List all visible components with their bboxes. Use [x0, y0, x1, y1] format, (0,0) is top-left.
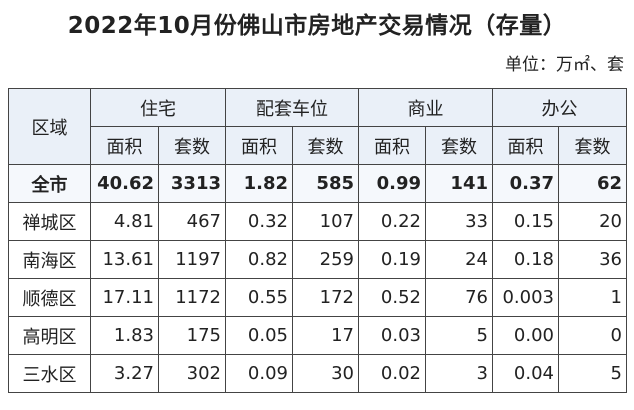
value-cell: 0.52	[358, 278, 426, 317]
value-cell: 585	[292, 164, 359, 203]
value-cell: 0.04	[492, 354, 559, 393]
header-row: 区域 住宅 配套车位 商业 办公	[8, 88, 627, 165]
value-cell: 24	[425, 240, 493, 279]
value-cell: 17.11	[90, 278, 159, 317]
value-cell: 0.55	[225, 278, 293, 317]
value-cell: 62	[558, 164, 627, 203]
value-cell: 17	[292, 316, 359, 355]
data-row: 禅城区 4.81 467 0.32 107 0.22 33 0.15 20	[8, 202, 627, 241]
value-cell: 107	[292, 202, 359, 241]
value-cell: 0.99	[358, 164, 426, 203]
value-cell: 0.05	[225, 316, 293, 355]
subheader-row: 面积 套数 面积 套数 面积 套数 面积 套数	[9, 126, 627, 165]
value-cell: 76	[425, 278, 493, 317]
group-header: 办公	[492, 88, 627, 127]
value-cell: 3	[425, 354, 493, 393]
value-cell: 1.82	[225, 164, 293, 203]
value-cell: 172	[292, 278, 359, 317]
unit: 单位：万㎡、套	[505, 55, 624, 75]
value-cell: 36	[558, 240, 627, 279]
value-cell: 5	[558, 354, 627, 393]
region-cell: 顺德区	[8, 278, 91, 317]
value-cell: 0.18	[492, 240, 559, 279]
value-cell: 40.62	[90, 164, 159, 203]
value-cell: 30	[292, 354, 359, 393]
region-cell: 全市	[8, 164, 91, 203]
value-cell: 5	[425, 316, 493, 355]
value-cell: 0.82	[225, 240, 293, 279]
value-cell: 141	[425, 164, 493, 203]
table-body: 区域 住宅 配套车位 商业 办公 面积 套数 面积 套数 面积 套数 面积 套数 全市 40.62 3313 1…	[8, 88, 627, 393]
value-cell: 0.32	[225, 202, 293, 241]
subheader: 套数	[558, 126, 627, 165]
value-cell: 0.19	[358, 240, 426, 279]
title: 2022年10月份佛山市房地产交易情况（存量）	[67, 13, 567, 39]
subheader: 面积	[358, 126, 426, 165]
value-cell: 0.15	[492, 202, 559, 241]
value-cell: 1	[558, 278, 627, 317]
value-cell: 1.83	[90, 316, 159, 355]
group-header: 住宅	[90, 88, 226, 127]
group-header: 商业	[358, 88, 493, 127]
group-header: 配套车位	[225, 88, 359, 127]
corner-cell: 区域	[8, 88, 91, 165]
region-cell: 南海区	[8, 240, 91, 279]
subheader: 面积	[492, 126, 559, 165]
subheader: 面积	[225, 126, 293, 165]
subheader: 套数	[292, 126, 359, 165]
data-row: 高明区 1.83 175 0.05 17 0.03 5 0.00 0	[8, 316, 627, 355]
subheader: 套数	[158, 126, 226, 165]
value-cell: 33	[425, 202, 493, 241]
data-row: 南海区 13.61 1197 0.82 259 0.19 24 0.18 36	[8, 240, 627, 279]
subheader: 套数	[425, 126, 493, 165]
value-cell: 259	[292, 240, 359, 279]
value-cell: 3.27	[90, 354, 159, 393]
value-cell: 467	[158, 202, 226, 241]
value-cell: 0.37	[492, 164, 559, 203]
value-cell: 302	[158, 354, 226, 393]
region-cell: 三水区	[8, 354, 91, 393]
data-row: 三水区 3.27 302 0.09 30 0.02 3 0.04 5	[8, 354, 627, 393]
value-cell: 3313	[158, 164, 226, 203]
region-cell: 禅城区	[8, 202, 91, 241]
value-cell: 13.61	[90, 240, 159, 279]
value-cell: 0.02	[358, 354, 426, 393]
data-table: 区域 住宅 配套车位 商业 办公 面积 套数 面积 套数 面积 套数 面积 套数 全市 40.62 3313 1…	[8, 88, 627, 393]
value-cell: 4.81	[90, 202, 159, 241]
data-row: 顺德区 17.11 1172 0.55 172 0.52 76 0.003 1	[8, 278, 627, 317]
value-cell: 0.03	[358, 316, 426, 355]
value-cell: 0.22	[358, 202, 426, 241]
value-cell: 20	[558, 202, 627, 241]
subheader: 面积	[90, 126, 159, 165]
region-cell: 高明区	[8, 316, 91, 355]
value-cell: 1197	[158, 240, 226, 279]
data-row: 全市 40.62 3313 1.82 585 0.99 141 0.37 62	[8, 164, 627, 203]
value-cell: 0.003	[492, 278, 559, 317]
value-cell: 0.00	[492, 316, 559, 355]
value-cell: 0.09	[225, 354, 293, 393]
value-cell: 0	[558, 316, 627, 355]
value-cell: 1172	[158, 278, 226, 317]
value-cell: 175	[158, 316, 226, 355]
